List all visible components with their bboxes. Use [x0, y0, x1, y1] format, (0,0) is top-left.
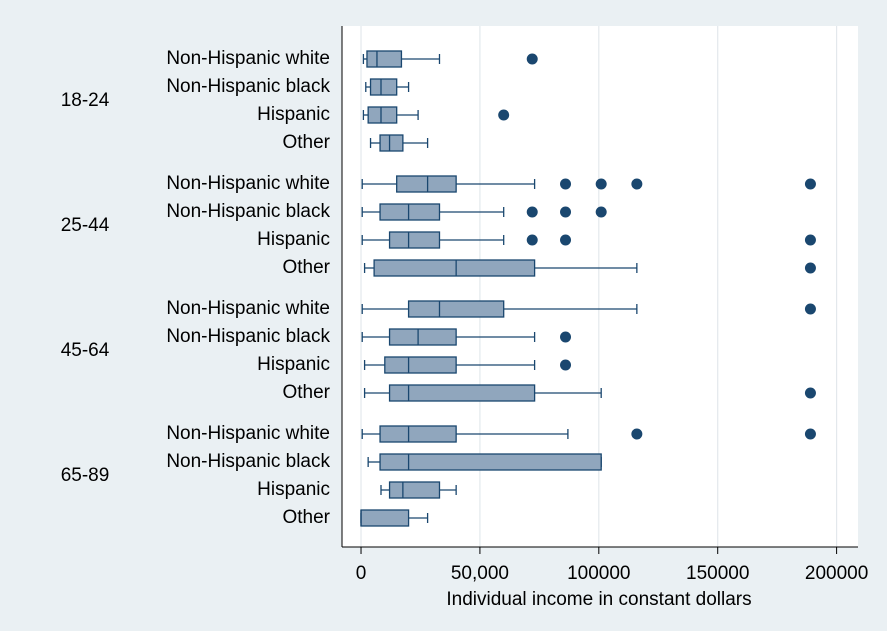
box: [379, 134, 404, 152]
row-label: Non-Hispanic black: [166, 451, 330, 472]
box: [367, 106, 398, 124]
outlier: [498, 109, 510, 121]
outlier: [804, 303, 816, 315]
outlier: [631, 178, 643, 190]
group-label: 25-44: [61, 215, 110, 236]
row-label: Non-Hispanic white: [166, 423, 330, 444]
row-label: Other: [282, 132, 330, 153]
outlier: [560, 331, 572, 343]
row-label: Non-Hispanic black: [166, 201, 330, 222]
row-label: Non-Hispanic white: [166, 48, 330, 69]
outlier: [560, 234, 572, 246]
box: [388, 481, 441, 499]
box: [379, 453, 602, 471]
box: [384, 356, 457, 374]
outlier: [595, 206, 607, 218]
box: [388, 328, 457, 346]
box: [373, 259, 536, 277]
x-tick-label: 200000: [805, 563, 868, 584]
row-label: Hispanic: [257, 229, 330, 250]
outlier: [804, 262, 816, 274]
row-label: Non-Hispanic black: [166, 326, 330, 347]
box: [396, 175, 457, 193]
outlier: [560, 178, 572, 190]
box: [388, 231, 441, 249]
group-label: 65-89: [61, 465, 110, 486]
outlier: [804, 234, 816, 246]
row-label: Hispanic: [257, 479, 330, 500]
box: [366, 50, 403, 68]
x-tick-label: 150000: [686, 563, 749, 584]
outlier: [526, 234, 538, 246]
outlier: [804, 428, 816, 440]
outlier: [526, 53, 538, 65]
row-label: Other: [282, 382, 330, 403]
row-label: Hispanic: [257, 354, 330, 375]
x-axis-title: Individual income in constant dollars: [446, 589, 751, 610]
outlier: [804, 178, 816, 190]
group-label: 18-24: [61, 90, 110, 111]
box: [379, 425, 457, 443]
box: [379, 203, 441, 221]
box: [388, 384, 536, 402]
x-tick-label: 50,000: [451, 563, 509, 584]
outlier: [631, 428, 643, 440]
outlier: [804, 387, 816, 399]
box: [369, 78, 398, 96]
row-label: Non-Hispanic white: [166, 173, 330, 194]
outlier: [560, 359, 572, 371]
box: [360, 509, 410, 527]
row-label: Non-Hispanic white: [166, 298, 330, 319]
outlier: [560, 206, 572, 218]
x-tick-label: 0: [356, 563, 367, 584]
group-label: 45-64: [61, 340, 110, 361]
row-label: Other: [282, 507, 330, 528]
x-tick-label: 100000: [567, 563, 630, 584]
box: [407, 300, 505, 318]
outlier: [526, 206, 538, 218]
outlier: [595, 178, 607, 190]
row-label: Hispanic: [257, 104, 330, 125]
row-label: Other: [282, 257, 330, 278]
row-label: Non-Hispanic black: [166, 76, 330, 97]
